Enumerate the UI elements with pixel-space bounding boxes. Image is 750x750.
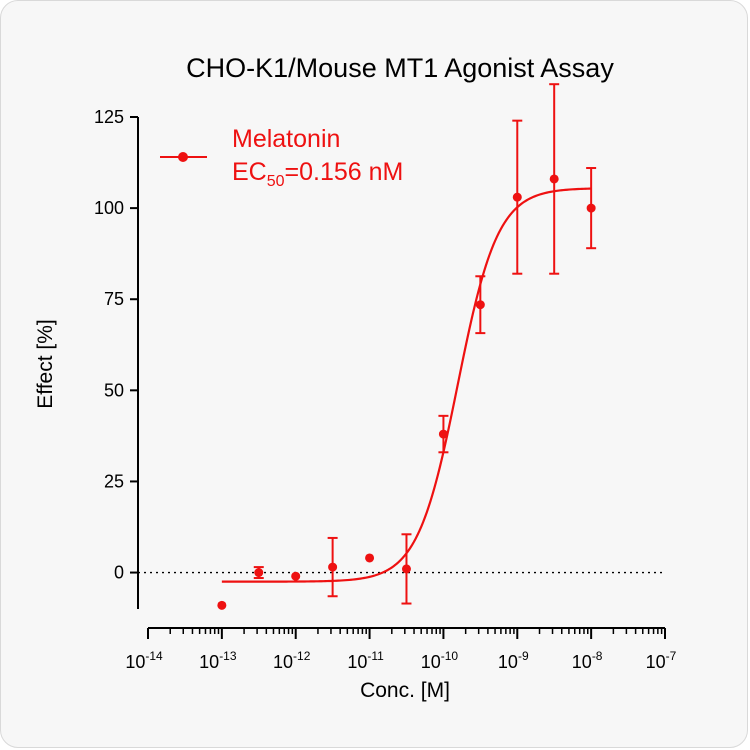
y-tick-label: 50 (104, 380, 124, 400)
chart-title: CHO-K1/Mouse MT1 Agonist Assay (186, 53, 614, 83)
x-tick-exponent: -8 (592, 649, 603, 663)
legend-ec50: EC50=0.156 nM (232, 158, 403, 190)
x-tick-exponent: -13 (219, 649, 237, 663)
data-point (401, 564, 411, 574)
y-tick-label: 100 (94, 198, 124, 218)
y-ticks: 0 25 50 75 100 125 (94, 107, 138, 583)
data-points (217, 83, 597, 610)
y-tick-label: 125 (94, 107, 124, 127)
legend-ec50-prefix: EC (232, 158, 267, 186)
legend-series-name: Melatonin (232, 125, 340, 153)
data-point (328, 562, 338, 572)
data-point (438, 429, 448, 439)
data-point (217, 600, 227, 610)
x-tick-exponent: -14 (145, 649, 163, 663)
data-point (512, 192, 522, 202)
x-tick-label: 10-13 (199, 649, 237, 672)
legend-ec50-subscript: 50 (267, 173, 285, 190)
x-tick-exponent: -9 (518, 649, 529, 663)
x-tick-label: 10-14 (125, 649, 163, 672)
x-tick-base: 10 (421, 652, 441, 672)
x-tick-label: 10-7 (646, 649, 677, 672)
y-axis-label: Effect [%] (34, 319, 57, 409)
x-tick-label: 10-9 (498, 649, 529, 672)
legend-ec50-value: =0.156 nM (285, 158, 404, 186)
y-tick-label: 0 (114, 563, 124, 583)
x-tick-base: 10 (347, 652, 367, 672)
data-point (365, 553, 375, 563)
x-tick-base: 10 (498, 652, 518, 672)
x-tick-base: 10 (273, 652, 293, 672)
x-tick-exponent: -11 (367, 649, 384, 663)
x-tick-base: 10 (646, 652, 666, 672)
x-axis-label: Conc. [M] (360, 679, 450, 702)
data-point (586, 203, 596, 213)
x-tick-label: 10-11 (347, 649, 384, 672)
y-tick-label: 75 (104, 289, 124, 309)
x-tick-base: 10 (572, 652, 592, 672)
data-point (291, 571, 301, 581)
data-point (549, 174, 559, 184)
x-tick-label: 10-10 (421, 649, 459, 672)
x-tick-label: 10-12 (273, 649, 311, 672)
x-tick-exponent: -10 (441, 649, 459, 663)
x-tick-exponent: -7 (666, 649, 677, 663)
x-tick-base: 10 (199, 652, 219, 672)
y-tick-label: 25 (104, 471, 124, 491)
x-tick-base: 10 (125, 652, 145, 672)
legend-marker (178, 152, 188, 162)
x-ticks: 10-14 10-13 10-12 10-11 10-10 10-9 10-8 10-7 (125, 628, 677, 672)
x-tick-label: 10-8 (572, 649, 603, 672)
x-tick-exponent: -12 (293, 649, 311, 663)
data-point (475, 300, 485, 310)
fit-curve (221, 187, 592, 583)
data-point (254, 568, 264, 578)
legend: Melatonin EC50=0.156 nM (160, 125, 403, 190)
